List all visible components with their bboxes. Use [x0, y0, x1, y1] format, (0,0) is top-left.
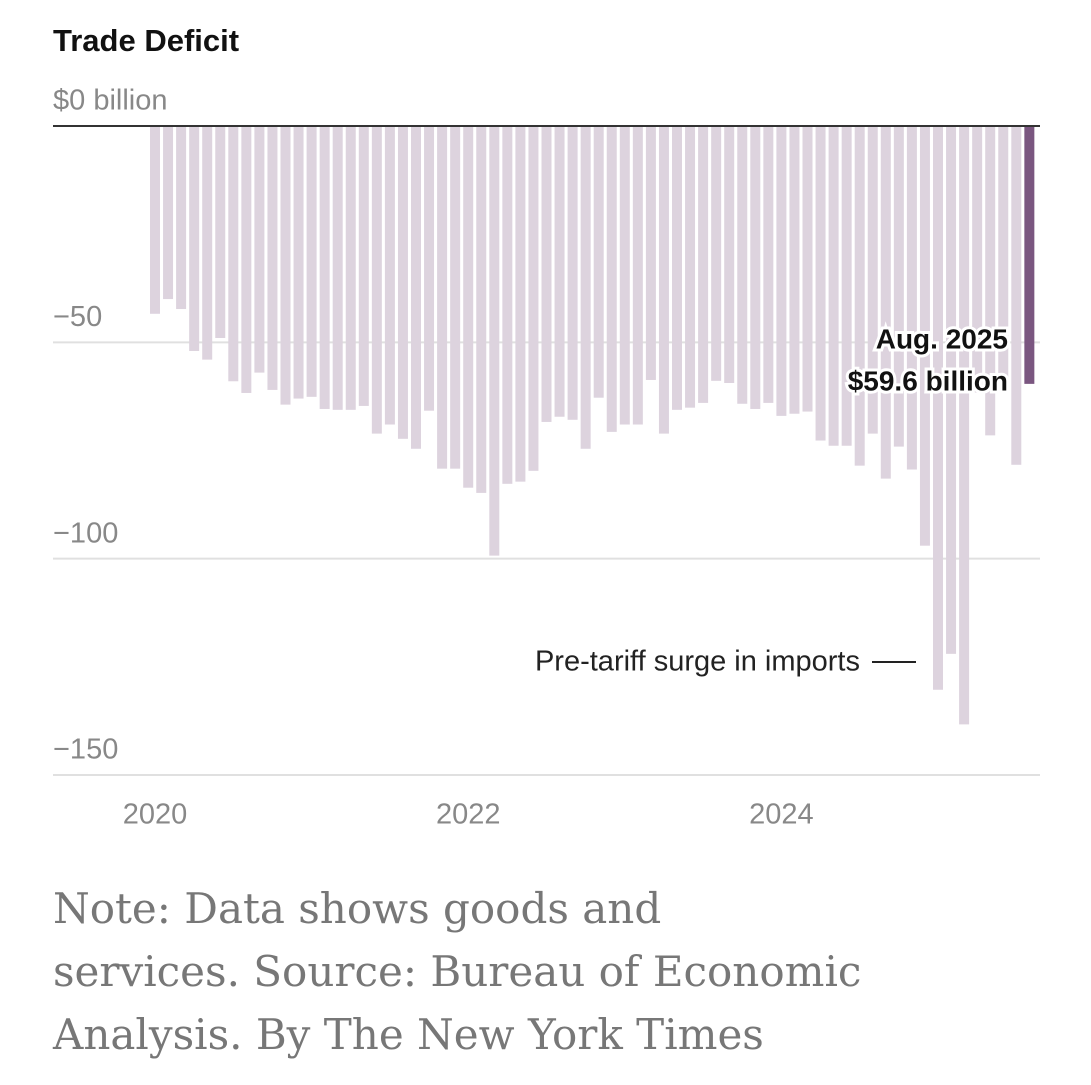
- bar: [867, 126, 878, 434]
- bar: [163, 126, 174, 300]
- bar: [880, 126, 891, 479]
- bar: [959, 126, 970, 725]
- bar: [632, 126, 643, 425]
- bar: [189, 126, 200, 351]
- bar: [750, 126, 761, 409]
- bar: [672, 126, 682, 410]
- bar: [776, 126, 787, 416]
- bar: [854, 126, 865, 466]
- annotation: Pre-tariff surge in imports: [535, 646, 860, 678]
- bar: [293, 126, 304, 399]
- y-tick-label: −50: [53, 301, 102, 333]
- x-tick-label: 2022: [436, 799, 501, 831]
- note: services. Source: Bureau of Economic: [53, 947, 861, 996]
- bar: [267, 126, 278, 390]
- bar: [280, 126, 291, 405]
- annotation: Aug. 2025: [876, 323, 1008, 354]
- bar: [619, 126, 630, 425]
- note: Note: Data shows goods and: [53, 884, 661, 933]
- x-tick-label: 2024: [749, 799, 814, 831]
- bar: [358, 126, 369, 406]
- bar: [828, 126, 839, 446]
- bar: [737, 126, 748, 404]
- chart-title: Trade Deficit: [53, 23, 239, 58]
- bar: [306, 126, 317, 397]
- bar: [972, 126, 983, 393]
- bar: [789, 126, 800, 414]
- bar: [685, 126, 696, 408]
- bar: [711, 126, 722, 381]
- bar: [802, 126, 813, 412]
- bar: [580, 126, 591, 449]
- bar: [463, 126, 474, 488]
- x-tick-label: 2020: [123, 799, 188, 831]
- bar: [1024, 126, 1035, 384]
- bar: [541, 126, 552, 422]
- bar: [724, 126, 735, 384]
- bar: [515, 126, 526, 482]
- bar: [567, 126, 578, 420]
- bar: [202, 126, 213, 360]
- bar: [893, 126, 904, 447]
- bar: [215, 126, 226, 339]
- bar: [528, 126, 539, 471]
- bar: [345, 126, 356, 410]
- bar: [397, 126, 408, 439]
- bar: [815, 126, 826, 441]
- bar: [985, 126, 996, 436]
- bar: [554, 126, 565, 417]
- bar: [371, 126, 382, 434]
- bar: [450, 126, 461, 469]
- bar: [332, 126, 343, 410]
- bar: [437, 126, 448, 469]
- y-tick-label: −150: [53, 734, 118, 766]
- bar: [228, 126, 239, 382]
- bar: [645, 126, 656, 380]
- annotation: $59.6 billion: [848, 365, 1008, 396]
- y-tick-label: $0 billion: [53, 85, 167, 117]
- bar: [254, 126, 265, 373]
- bar: [606, 126, 617, 432]
- bar: [1011, 126, 1022, 465]
- bar: [319, 126, 330, 409]
- bar: [150, 126, 160, 314]
- bar: [241, 126, 252, 393]
- bar: [593, 126, 604, 398]
- bar: [489, 126, 500, 556]
- bar: [424, 126, 435, 411]
- bar: [906, 126, 917, 470]
- bar: [933, 126, 943, 690]
- bar: [502, 126, 513, 484]
- bar: [176, 126, 187, 310]
- bar: [919, 126, 930, 546]
- bar: [998, 126, 1009, 382]
- y-tick-label: −100: [53, 517, 118, 549]
- note: Analysis. By The New York Times: [52, 1010, 764, 1059]
- bar: [946, 126, 957, 654]
- bar: [841, 126, 852, 446]
- bar: [411, 126, 421, 449]
- bar: [658, 126, 669, 434]
- bar: [476, 126, 487, 493]
- bar: [763, 126, 774, 403]
- bar: [698, 126, 709, 403]
- bar: [384, 126, 395, 425]
